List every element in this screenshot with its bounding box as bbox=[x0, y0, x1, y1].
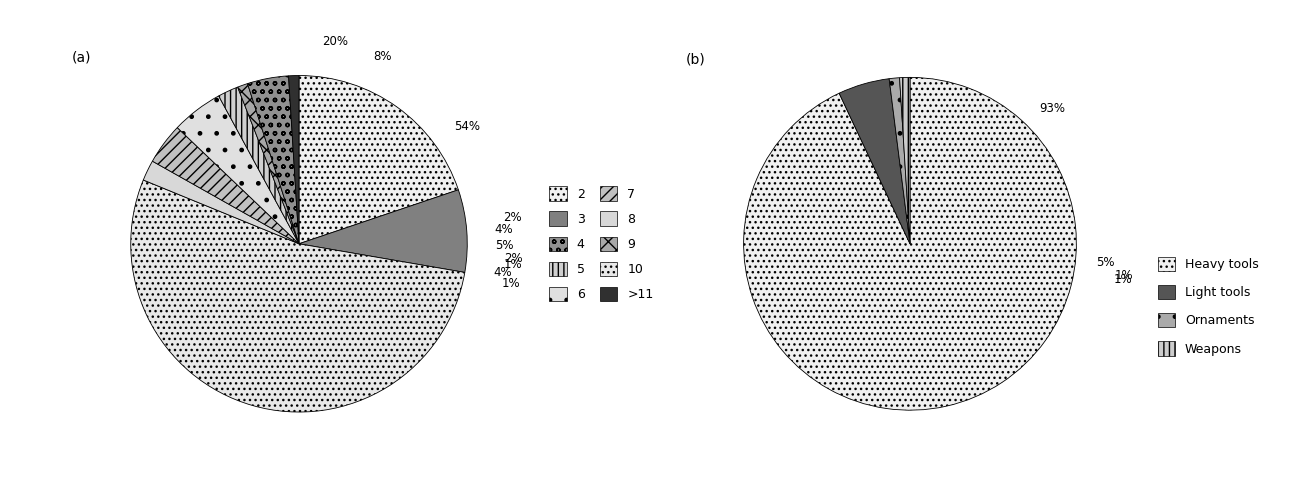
Wedge shape bbox=[889, 78, 910, 244]
Wedge shape bbox=[247, 76, 299, 244]
Text: 1%: 1% bbox=[504, 258, 523, 271]
Wedge shape bbox=[840, 79, 910, 244]
Text: 4%: 4% bbox=[493, 266, 512, 279]
Wedge shape bbox=[177, 96, 299, 244]
Text: 1%: 1% bbox=[502, 277, 520, 290]
Text: 54%: 54% bbox=[454, 120, 480, 132]
Text: 5%: 5% bbox=[495, 239, 514, 252]
Text: 1%: 1% bbox=[1114, 269, 1134, 282]
Text: (a): (a) bbox=[72, 50, 91, 64]
Wedge shape bbox=[299, 190, 467, 272]
Text: 93%: 93% bbox=[1040, 102, 1066, 115]
Text: 5%: 5% bbox=[1096, 256, 1114, 269]
Text: 20%: 20% bbox=[321, 35, 347, 48]
Text: 8%: 8% bbox=[373, 50, 391, 63]
Legend: 2, 3, 4, 5, 6, 7, 8, 9, 10, >11: 2, 3, 4, 5, 6, 7, 8, 9, 10, >11 bbox=[549, 186, 654, 301]
Wedge shape bbox=[900, 77, 910, 244]
Wedge shape bbox=[744, 77, 1076, 410]
Wedge shape bbox=[289, 76, 299, 244]
Text: (b): (b) bbox=[685, 53, 705, 66]
Wedge shape bbox=[131, 180, 465, 412]
Wedge shape bbox=[152, 128, 299, 244]
Text: 2%: 2% bbox=[503, 211, 523, 224]
Legend: Heavy tools, Light tools, Ornaments, Weapons: Heavy tools, Light tools, Ornaments, Wea… bbox=[1157, 257, 1258, 356]
Wedge shape bbox=[238, 84, 299, 244]
Wedge shape bbox=[218, 87, 299, 244]
Text: 1%: 1% bbox=[1114, 273, 1132, 286]
Wedge shape bbox=[299, 76, 459, 244]
Text: 4%: 4% bbox=[494, 223, 514, 236]
Wedge shape bbox=[143, 161, 299, 244]
Text: 2%: 2% bbox=[504, 252, 523, 265]
